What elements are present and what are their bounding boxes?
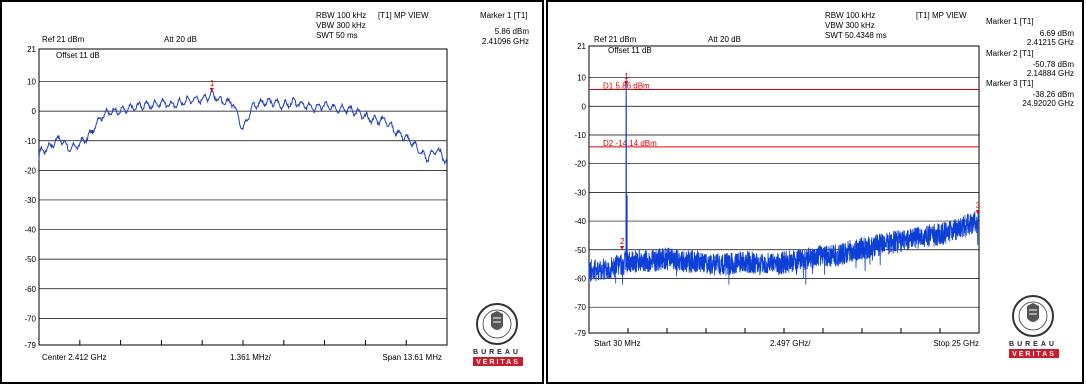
y-tick-label: -20 [24,166,36,175]
marker-3-level: -38.26 dBm [1033,90,1075,99]
att-label: Att 20 dB [708,35,741,44]
y-tick-label: -50 [574,246,586,255]
svg-text:VERITAS: VERITAS [1012,351,1056,358]
marker-3-label: 3 [976,201,981,210]
vbw-label: VBW 300 kHz [825,21,875,30]
y-tick-label: -70 [574,303,586,312]
bureau-veritas-logo: BUREAU VERITAS [1009,295,1059,358]
y-tick-label: -50 [24,255,36,264]
marker-1-title: Marker 1 [T1] [480,11,528,20]
span-label: Span 13.61 MHz [382,353,442,362]
ref-label: Ref 21 dBm [594,35,637,44]
marker-2-level: -50.78 dBm [1033,60,1075,69]
y-tick-label: -10 [24,137,36,146]
y-tick-label: -70 [24,314,36,323]
marker-1-symbol [209,87,214,92]
rbw-label: RBW 100 kHz [825,11,875,20]
y-tick-label: -10 [574,131,586,140]
rbw-label: RBW 100 kHz [316,11,366,20]
y-tick-label: -79 [24,341,36,350]
y-tick-label: 0 [582,102,587,111]
swt-label: SWT 50.4348 ms [825,31,887,40]
plot-frame [38,48,448,346]
marker-2-symbol [620,246,625,251]
marker-1-label: 1 [210,79,215,88]
att-label: Att 20 dB [164,35,197,44]
y-tick-label: 21 [27,45,36,54]
center-freq-label: Center 2.412 GHz [42,353,106,362]
marker-1-level: 6.69 dBm [1040,29,1075,38]
y-tick-label: -40 [24,226,36,235]
y-tick-label: 10 [27,78,36,87]
spectrum-trace [38,89,448,166]
ref-label: Ref 21 dBm [42,35,85,44]
div-label: 1.361 MHz/ [230,353,272,362]
svg-text:BUREAU: BUREAU [1009,341,1057,348]
marker-3-symbol [975,210,980,215]
svg-text:BUREAU: BUREAU [473,349,521,356]
marker-1-title: Marker 1 [T1] [986,17,1034,26]
view-label: [T1] MP VIEW [378,11,429,20]
marker-1-label: 1 [624,72,629,81]
view-label: [T1] MP VIEW [916,11,967,20]
stop-freq-label: Stop 25 GHz [933,339,979,348]
marker-1-freq: 2.41215 GHz [1027,38,1074,47]
y-tick-label: 0 [32,107,37,116]
offset-label: Offset 11 dB [608,46,652,55]
marker-2-label: 2 [620,237,625,246]
y-tick-label: -60 [574,274,586,283]
marker-2-title: Marker 2 [T1] [986,49,1034,58]
bureau-veritas-logo: BUREAU VERITAS [473,303,523,366]
marker-1-level: 5.86 dBm [495,27,530,36]
marker-1-symbol [624,81,629,86]
y-tick-label: -30 [574,188,586,197]
swt-label: SWT 50 ms [316,31,358,40]
spectrum-panel-right: RBW 100 kHz VBW 300 kHz SWT 50.4348 ms [… [546,0,1084,384]
y-tick-label: -30 [24,196,36,205]
marker-3-freq: 24.92020 GHz [1022,99,1074,108]
vbw-label: VBW 300 kHz [316,21,366,30]
svg-text:VERITAS: VERITAS [476,359,520,366]
spectrum-chart-left: RBW 100 kHz VBW 300 kHz SWT 50 ms [T1] M… [24,11,530,366]
div-label: 2.497 GHz/ [770,339,811,348]
spectrum-panel-left: RBW 100 kHz VBW 300 kHz SWT 50 ms [T1] M… [0,0,544,384]
marker-2-freq: 2.14884 GHz [1027,69,1074,78]
marker-3-title: Marker 3 [T1] [986,79,1034,88]
spectrum-trace [588,77,980,285]
spectrum-chart-right: RBW 100 kHz VBW 300 kHz SWT 50.4348 ms [… [574,11,1075,358]
y-tick-label: 21 [577,42,586,51]
y-tick-label: -40 [574,217,586,226]
start-freq-label: Start 30 MHz [594,339,641,348]
marker-1-freq: 2.41096 GHz [482,37,529,46]
plot-area-left: 21 10 0 -10 -20 -30 -40 -50 -60 -70 -79 1 [24,45,448,350]
offset-label: Offset 11 dB [56,51,100,60]
y-tick-label: -20 [574,160,586,169]
y-tick-label: -79 [574,329,586,338]
y-tick-label: 10 [577,74,586,83]
display-line-label-2: D2 -14.14 dBm [603,139,657,148]
y-tick-label: -60 [24,285,36,294]
